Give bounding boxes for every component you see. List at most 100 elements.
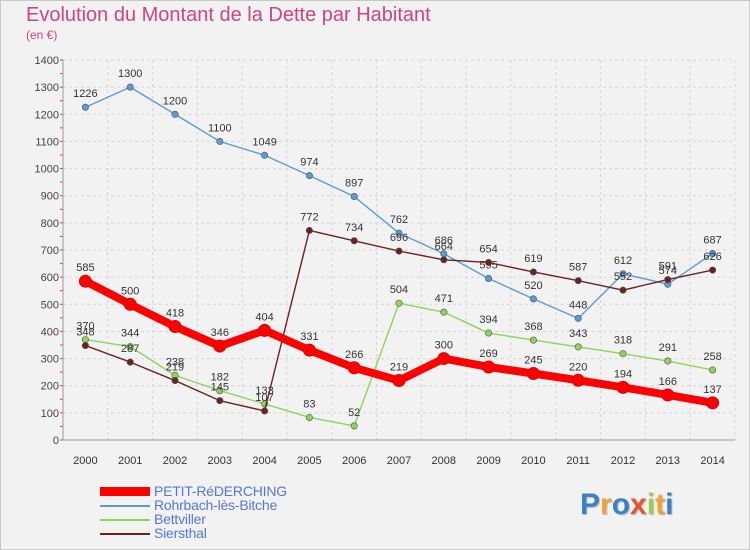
data-label: 343 — [569, 328, 587, 340]
data-point — [664, 276, 672, 284]
chart-title: Evolution du Montant de la Dette par Hab… — [26, 4, 431, 26]
x-tick-label: 2007 — [387, 455, 411, 467]
data-point — [213, 339, 227, 353]
logo-letter: r — [600, 488, 612, 521]
data-point — [574, 314, 582, 322]
y-tick-label: 1100 — [35, 136, 59, 148]
data-label: 612 — [614, 255, 632, 267]
data-label: 1300 — [118, 68, 142, 80]
data-point — [81, 103, 89, 111]
data-point — [616, 380, 630, 394]
data-point — [709, 266, 717, 274]
data-point — [395, 299, 403, 307]
data-point — [440, 256, 448, 264]
chart-subtitle: (en €) — [26, 28, 58, 42]
data-point — [482, 360, 496, 374]
data-point — [305, 226, 313, 234]
data-label: 404 — [255, 311, 273, 323]
data-label: 1049 — [252, 136, 276, 148]
data-point — [350, 422, 358, 430]
data-point — [437, 352, 451, 366]
data-label: 591 — [659, 261, 677, 273]
x-tick-label: 2001 — [118, 455, 142, 467]
data-label: 587 — [569, 262, 587, 274]
data-point — [261, 407, 269, 415]
data-label: 245 — [524, 355, 542, 367]
x-tick-label: 2009 — [476, 455, 500, 467]
data-point — [81, 342, 89, 350]
data-label: 520 — [524, 280, 542, 292]
x-tick-label: 2013 — [656, 455, 680, 467]
data-point — [529, 268, 537, 276]
logo-letter: i — [646, 488, 656, 521]
data-label: 318 — [614, 335, 632, 347]
y-tick-label: 500 — [41, 299, 59, 311]
data-label: 654 — [479, 243, 497, 255]
y-tick-label: 600 — [41, 272, 59, 284]
data-label: 348 — [76, 327, 94, 339]
y-tick-label: 100 — [41, 408, 59, 420]
data-point — [574, 343, 582, 351]
legend-swatch — [100, 487, 150, 496]
data-label: 107 — [255, 392, 273, 404]
data-point — [302, 343, 316, 357]
data-point — [305, 413, 313, 421]
y-tick-label: 300 — [41, 354, 59, 366]
x-tick-label: 2004 — [252, 455, 276, 467]
x-tick-label: 2011 — [566, 455, 590, 467]
logo-letter: t — [655, 488, 666, 521]
data-label: 585 — [76, 262, 94, 274]
data-point — [171, 110, 179, 118]
data-point — [664, 357, 672, 365]
y-tick-label: 0 — [53, 435, 59, 447]
y-tick-label: 400 — [41, 326, 59, 338]
data-label: 220 — [569, 361, 587, 373]
x-tick-label: 2010 — [521, 455, 545, 467]
data-label: 238 — [166, 356, 184, 368]
data-point — [126, 83, 134, 91]
x-tick-label: 2000 — [73, 455, 97, 467]
data-label: 394 — [479, 314, 497, 326]
data-label: 219 — [166, 362, 184, 374]
data-point — [78, 274, 92, 288]
data-label: 194 — [614, 368, 632, 380]
data-label: 137 — [703, 384, 721, 396]
data-label: 897 — [345, 178, 363, 190]
data-point — [574, 277, 582, 285]
data-label: 344 — [121, 328, 139, 340]
logo-letter: o — [611, 488, 631, 521]
data-label: 266 — [345, 349, 363, 361]
x-tick-label: 2012 — [611, 455, 635, 467]
data-label: 1200 — [163, 95, 187, 107]
legend-swatch — [100, 519, 150, 521]
data-point — [485, 274, 493, 282]
data-point — [619, 270, 627, 278]
y-tick-label: 700 — [41, 245, 59, 257]
data-label: 166 — [659, 376, 677, 388]
data-point — [619, 286, 627, 294]
x-tick-label: 2003 — [208, 455, 232, 467]
data-label: 1226 — [73, 88, 97, 100]
data-point — [216, 397, 224, 405]
data-label: 574 — [659, 265, 677, 277]
data-label: 418 — [166, 308, 184, 320]
data-label: 974 — [300, 157, 318, 169]
data-point — [395, 229, 403, 237]
data-point — [529, 336, 537, 344]
data-point — [126, 343, 134, 351]
data-point — [619, 350, 627, 358]
legend-label: Siersthal — [154, 525, 207, 541]
data-label: 52 — [348, 407, 360, 419]
data-point — [216, 387, 224, 395]
data-label: 626 — [703, 251, 721, 263]
x-tick-label: 2006 — [342, 455, 366, 467]
data-label: 83 — [303, 398, 315, 410]
data-point — [305, 172, 313, 180]
logo-letter: x — [630, 488, 647, 521]
x-tick-label: 2008 — [432, 455, 456, 467]
y-tick-label: 900 — [41, 191, 59, 203]
data-label: 471 — [435, 293, 453, 305]
data-point — [123, 297, 137, 311]
data-point — [709, 366, 717, 374]
data-point — [571, 373, 585, 387]
